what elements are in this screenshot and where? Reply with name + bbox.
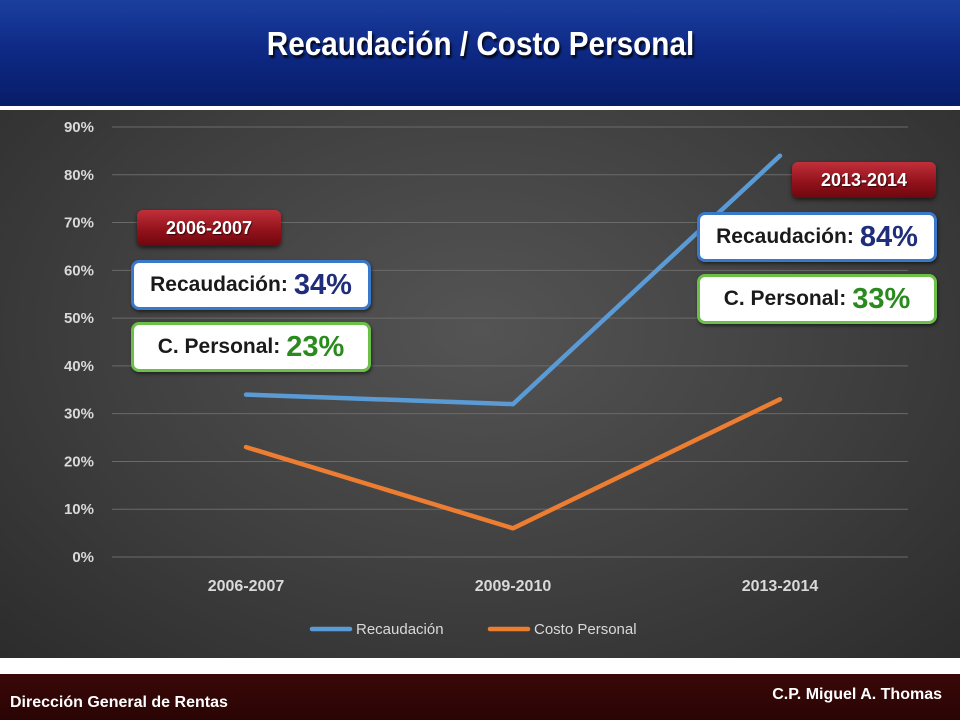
y-tick-label: 60% (64, 262, 94, 279)
callout-value: 23% (286, 330, 345, 363)
slide-title: Recaudación / Costo Personal (266, 25, 694, 62)
callout-personal-left: C. Personal: 23% (131, 322, 371, 372)
callout-recaudacion-right: Recaudación: 84% (697, 212, 937, 262)
legend-label: Costo Personal (534, 621, 637, 638)
line-chart: 0%10%20%30%40%50%60%70%80%90% 2006-2007 2… (64, 119, 908, 638)
x-tick-label: 2009-2010 (475, 578, 552, 595)
series-line-recaudacion (243, 153, 783, 407)
y-tick-label: 10% (64, 501, 94, 518)
callout-personal-right: C. Personal: 33% (697, 274, 937, 324)
x-axis-ticks: 2006-2007 2009-2010 2013-2014 (208, 578, 819, 595)
callout-value: 34% (293, 268, 352, 301)
year-badge-right: 2013-2014 (792, 162, 936, 198)
legend-label: Recaudación (356, 621, 444, 638)
x-tick-label: 2013-2014 (742, 578, 819, 595)
callout-label: C. Personal: (157, 335, 281, 358)
year-badge-right-label: 2013-2014 (820, 169, 908, 190)
y-tick-label: 30% (64, 406, 94, 423)
year-badge-left: 2006-2007 (137, 210, 281, 246)
y-axis-ticks: 0% 10% 20% 30% 40% 50% 60% 70% 80% 90% (64, 119, 94, 566)
footer-bar: Dirección General de Rentas C.P. Miguel … (0, 674, 960, 720)
y-tick-label: 80% (64, 167, 94, 184)
legend: Recaudación Costo Personal (309, 621, 637, 638)
title-bar: Recaudación / Costo Personal (0, 0, 960, 106)
y-tick-label: 90% (64, 119, 94, 136)
footer-organization: Dirección General de Rentas (10, 694, 228, 711)
x-tick-label: 2006-2007 (208, 578, 285, 595)
footer-author: C.P. Miguel A. Thomas (772, 686, 942, 703)
callout-value: 84% (859, 220, 918, 253)
y-tick-label: 0% (72, 549, 94, 566)
callout-label: Recaudación: (150, 273, 288, 296)
year-badge-left-label: 2006-2007 (165, 217, 253, 238)
y-tick-label: 20% (64, 453, 94, 470)
series-lines (243, 153, 783, 531)
y-tick-label: 70% (64, 215, 94, 232)
callout-label: C. Personal: (723, 287, 847, 310)
y-tick-label: 50% (64, 310, 94, 327)
y-tick-label: 40% (64, 358, 94, 375)
callout-value: 33% (852, 282, 911, 315)
callout-recaudacion-left: Recaudación: 34% (131, 260, 371, 310)
series-line-costo-personal (243, 397, 783, 531)
callout-label: Recaudación: (716, 225, 854, 248)
chart-panel: 0% 10% 20% 30% 40% 50% 60% 70% 80% 90% 2006-2007 2… (0, 110, 960, 658)
